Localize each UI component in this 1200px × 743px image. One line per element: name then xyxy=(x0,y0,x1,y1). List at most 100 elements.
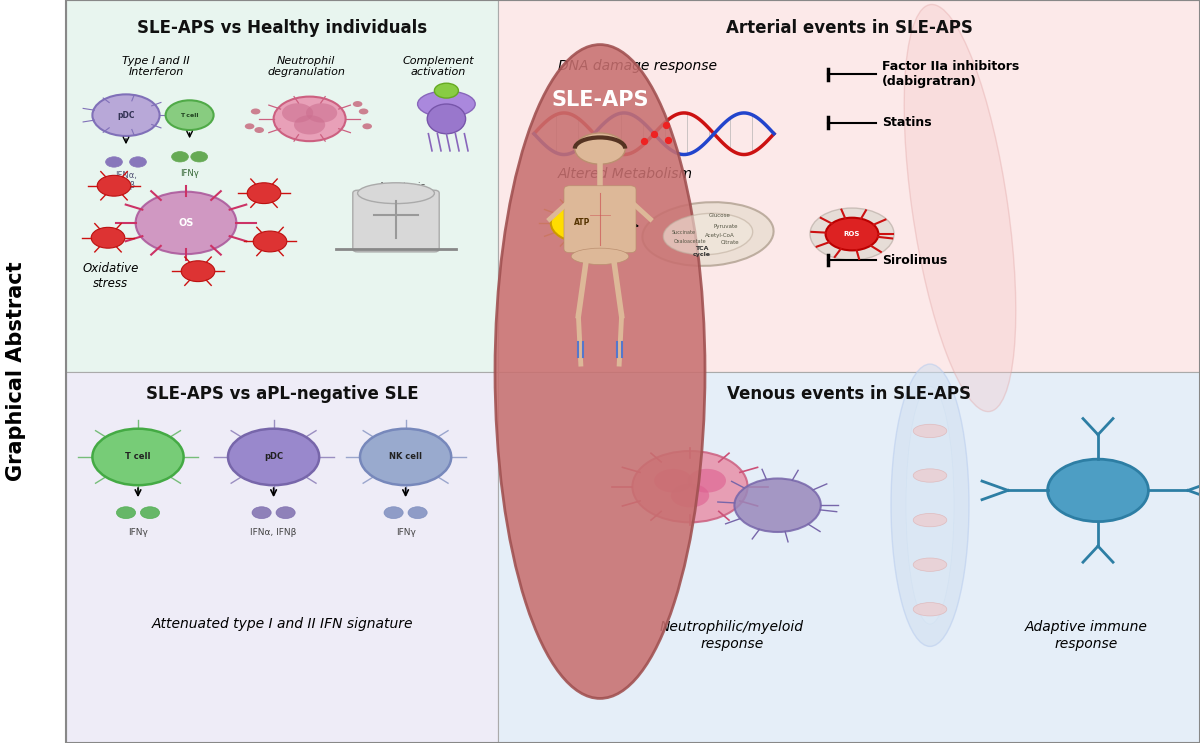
FancyBboxPatch shape xyxy=(564,186,636,253)
Bar xyxy=(498,0,1200,372)
Text: Oxaloacetate: Oxaloacetate xyxy=(673,239,707,244)
Text: Pyruvate: Pyruvate xyxy=(714,224,738,229)
Circle shape xyxy=(575,133,625,164)
Text: ROS: ROS xyxy=(844,231,860,237)
Circle shape xyxy=(353,101,362,107)
Circle shape xyxy=(551,204,613,242)
Circle shape xyxy=(247,183,281,204)
Text: Venous events in SLE-APS: Venous events in SLE-APS xyxy=(727,385,971,403)
Ellipse shape xyxy=(571,248,629,265)
Text: Neutrophilic/myeloid
response: Neutrophilic/myeloid response xyxy=(660,620,804,651)
Circle shape xyxy=(97,175,131,196)
Text: SLE-APS vs aPL-negative SLE: SLE-APS vs aPL-negative SLE xyxy=(145,385,419,403)
Circle shape xyxy=(91,227,125,248)
Circle shape xyxy=(274,97,346,141)
Circle shape xyxy=(362,123,372,129)
Ellipse shape xyxy=(913,513,947,527)
Circle shape xyxy=(181,261,215,282)
Ellipse shape xyxy=(913,424,947,438)
Circle shape xyxy=(172,152,188,162)
Text: pDC: pDC xyxy=(264,452,283,461)
Text: Altered Metabolism: Altered Metabolism xyxy=(558,167,694,181)
Text: Glucose: Glucose xyxy=(709,213,731,218)
Circle shape xyxy=(810,208,894,260)
Text: IFNγ: IFNγ xyxy=(180,169,199,178)
Text: Succinate: Succinate xyxy=(672,230,696,235)
Text: NK cell: NK cell xyxy=(389,452,422,461)
Ellipse shape xyxy=(664,213,752,255)
Text: Citrate: Citrate xyxy=(720,241,739,245)
Circle shape xyxy=(306,103,337,123)
Circle shape xyxy=(253,231,287,252)
Ellipse shape xyxy=(890,364,970,646)
Circle shape xyxy=(191,152,208,162)
Circle shape xyxy=(106,157,122,167)
Circle shape xyxy=(408,507,427,519)
Circle shape xyxy=(140,507,160,519)
Ellipse shape xyxy=(427,104,466,134)
Circle shape xyxy=(276,507,295,519)
Circle shape xyxy=(254,127,264,133)
Text: T cell: T cell xyxy=(180,113,199,117)
Circle shape xyxy=(294,115,325,134)
Circle shape xyxy=(632,451,748,522)
Text: Complement
activation: Complement activation xyxy=(402,56,474,77)
Circle shape xyxy=(826,218,878,250)
Circle shape xyxy=(671,484,709,507)
Ellipse shape xyxy=(642,202,774,266)
Point xyxy=(656,119,676,131)
Text: Arterial events in SLE-APS: Arterial events in SLE-APS xyxy=(726,19,972,36)
Text: pDC: pDC xyxy=(118,111,134,120)
Circle shape xyxy=(228,429,319,485)
Point xyxy=(644,128,664,140)
Circle shape xyxy=(1048,459,1148,522)
FancyBboxPatch shape xyxy=(353,190,439,252)
Text: Adaptive immune
response: Adaptive immune response xyxy=(1025,620,1147,651)
Point xyxy=(635,135,654,147)
Text: Oxidative
stress: Oxidative stress xyxy=(83,262,138,290)
Circle shape xyxy=(251,108,260,114)
Ellipse shape xyxy=(418,91,475,117)
Circle shape xyxy=(92,94,160,136)
Ellipse shape xyxy=(904,4,1016,412)
Text: IFNα,
IFNβ: IFNα, IFNβ xyxy=(115,171,137,190)
Text: IFNγ: IFNγ xyxy=(128,528,148,536)
Ellipse shape xyxy=(358,183,434,204)
Text: SLE-APS: SLE-APS xyxy=(551,91,649,110)
Ellipse shape xyxy=(906,386,954,624)
Text: T cell: T cell xyxy=(125,452,151,461)
Circle shape xyxy=(130,157,146,167)
Text: Apoptosis: Apoptosis xyxy=(378,182,426,192)
Circle shape xyxy=(252,507,271,519)
Text: SLE-APS vs Healthy individuals: SLE-APS vs Healthy individuals xyxy=(137,19,427,36)
Circle shape xyxy=(359,108,368,114)
Text: OS: OS xyxy=(179,218,193,228)
Text: Acetyl-CoA: Acetyl-CoA xyxy=(706,233,734,238)
Circle shape xyxy=(245,123,254,129)
Circle shape xyxy=(384,507,403,519)
Text: IFNγ: IFNγ xyxy=(396,528,415,536)
Circle shape xyxy=(360,429,451,485)
Circle shape xyxy=(654,469,692,493)
Ellipse shape xyxy=(913,558,947,571)
Bar xyxy=(66,372,498,743)
Text: Type I and II
Interferon: Type I and II Interferon xyxy=(122,56,190,77)
Text: DNA damage response: DNA damage response xyxy=(558,59,718,74)
Circle shape xyxy=(282,103,313,123)
Circle shape xyxy=(434,83,458,98)
Text: Attenuated type I and II IFN signature: Attenuated type I and II IFN signature xyxy=(151,617,413,631)
Circle shape xyxy=(116,507,136,519)
Ellipse shape xyxy=(913,469,947,482)
Bar xyxy=(498,372,1200,743)
Bar xyxy=(66,0,498,372)
Text: Graphical Abstract: Graphical Abstract xyxy=(6,262,25,481)
Text: IFNα, IFNβ: IFNα, IFNβ xyxy=(251,528,296,536)
Point xyxy=(659,134,678,146)
Text: Factor IIa inhibitors
(dabigratran): Factor IIa inhibitors (dabigratran) xyxy=(882,60,1019,88)
Ellipse shape xyxy=(496,45,706,698)
Ellipse shape xyxy=(913,603,947,616)
Circle shape xyxy=(734,478,821,532)
Text: Neutrophil
degranulation: Neutrophil degranulation xyxy=(268,56,344,77)
Circle shape xyxy=(166,100,214,130)
Circle shape xyxy=(688,469,726,493)
